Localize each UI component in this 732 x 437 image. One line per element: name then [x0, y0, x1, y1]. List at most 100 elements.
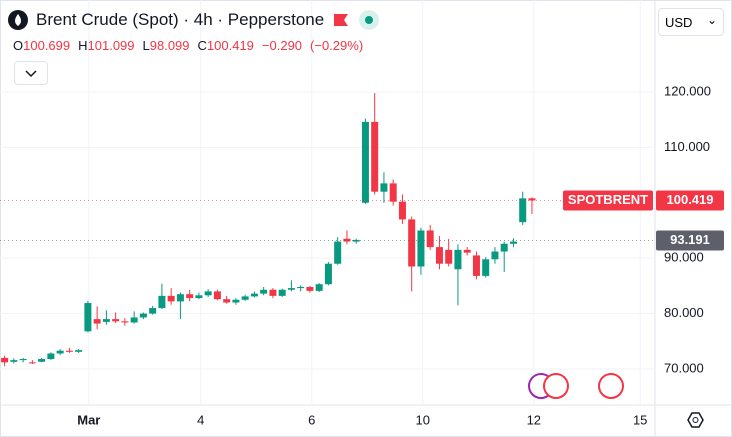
settings-dot	[692, 417, 699, 423]
candle-body	[482, 259, 490, 276]
grid	[0, 0, 655, 405]
candle-body	[519, 198, 527, 223]
candle-body	[241, 296, 249, 300]
candle-body	[1, 357, 9, 363]
candle-body	[130, 317, 138, 323]
candle-body	[426, 230, 434, 248]
event-icon	[598, 373, 624, 399]
x-tick-label: Mar	[77, 412, 100, 427]
ohlc-value: 98.099	[149, 38, 190, 53]
plot	[1, 93, 536, 367]
change: −0.290	[261, 38, 303, 53]
y-tick-label: 120.000	[664, 83, 711, 98]
collapse-button[interactable]	[14, 61, 48, 85]
price-label-box	[656, 230, 724, 251]
price-label: 93.191	[670, 232, 710, 247]
ohlc-value: 100.699	[23, 38, 71, 53]
candle-body	[445, 249, 453, 264]
candle-body	[84, 303, 92, 332]
y-tick-label: 70.000	[664, 360, 704, 375]
candle-body	[454, 249, 462, 270]
ohlc-legend: O100.699 H101.099 L98.099 C100.419 −0.290 (−0…	[13, 38, 363, 53]
candle-body	[408, 219, 416, 267]
ohlc-key: L	[142, 38, 150, 53]
candle-body	[56, 350, 64, 354]
candle-body	[38, 359, 46, 362]
candle-body	[463, 249, 471, 253]
candle-body	[149, 308, 157, 314]
candle-body	[186, 294, 194, 299]
candle-body	[343, 238, 351, 242]
settings-icon[interactable]	[687, 412, 704, 428]
candle-body	[250, 293, 258, 297]
candle-body	[176, 294, 184, 302]
x-tick-label: 4	[197, 412, 204, 427]
price-label-box	[656, 190, 724, 211]
candle-body	[269, 289, 277, 296]
ohlc-item: C100.419	[198, 38, 254, 53]
candle-body	[47, 353, 55, 360]
x-tick-label: 10	[416, 412, 430, 427]
candle-body	[278, 289, 286, 296]
candle-body	[75, 350, 83, 352]
candle-body	[167, 295, 175, 302]
currency-select[interactable]: USD ⌄	[658, 8, 724, 36]
x-tick-label: 12	[527, 412, 541, 427]
candle-body	[334, 241, 342, 264]
logo	[8, 10, 28, 30]
settings-shape[interactable]	[687, 412, 704, 428]
candle-body	[10, 360, 18, 362]
candle-body	[139, 313, 147, 318]
caret: ⌄	[706, 13, 717, 27]
candle-body	[371, 121, 379, 192]
ohlc-value: 100.419	[206, 38, 254, 53]
candle-body	[112, 319, 120, 322]
status-icon	[359, 10, 380, 30]
ohlc-item: L98.099	[143, 38, 190, 53]
candle-body	[500, 243, 508, 252]
candle-body	[315, 284, 323, 291]
candle-body	[65, 350, 73, 352]
candle-body	[260, 289, 268, 294]
y-tick-label: 110.000	[664, 139, 710, 154]
candle-body	[528, 198, 536, 201]
candle-body	[213, 291, 221, 300]
event-icon	[543, 373, 569, 399]
flag-icon	[334, 14, 349, 26]
candle-body	[472, 255, 480, 276]
symbol-label: SPOTBRENT	[568, 192, 648, 207]
candle-body	[380, 183, 388, 192]
candle-body	[28, 362, 36, 364]
candle-body	[398, 201, 406, 220]
candle-body	[297, 286, 305, 289]
symbol-label-box	[563, 190, 653, 211]
ohlc-key: H	[78, 38, 88, 53]
candle-body	[435, 247, 443, 264]
candle-body	[491, 251, 499, 260]
candle-body	[223, 299, 231, 303]
ohlc-value: 101.099	[87, 38, 135, 53]
x-tick-label: 15	[633, 412, 647, 427]
x-tick-label: 6	[308, 412, 315, 427]
change-percent: (−0.29%)	[310, 38, 364, 53]
candle-body	[121, 321, 129, 323]
candle-body	[509, 241, 517, 244]
chevron	[25, 70, 37, 78]
candle-body	[102, 319, 110, 322]
ohlc-item: H101.099	[78, 38, 134, 53]
candle-body	[389, 183, 397, 202]
candle-body	[93, 319, 101, 324]
candle-body	[232, 299, 240, 303]
ohlc-item: O100.699	[13, 38, 70, 53]
candle-body	[204, 291, 212, 296]
currency: USD	[665, 15, 693, 30]
candle-body	[195, 295, 203, 299]
candle-body	[158, 295, 166, 309]
candle-body	[287, 288, 295, 290]
candle-body	[19, 359, 27, 361]
y-tick-label: 80.000	[664, 305, 704, 320]
candle-body	[306, 286, 314, 291]
candle-body	[417, 230, 425, 267]
